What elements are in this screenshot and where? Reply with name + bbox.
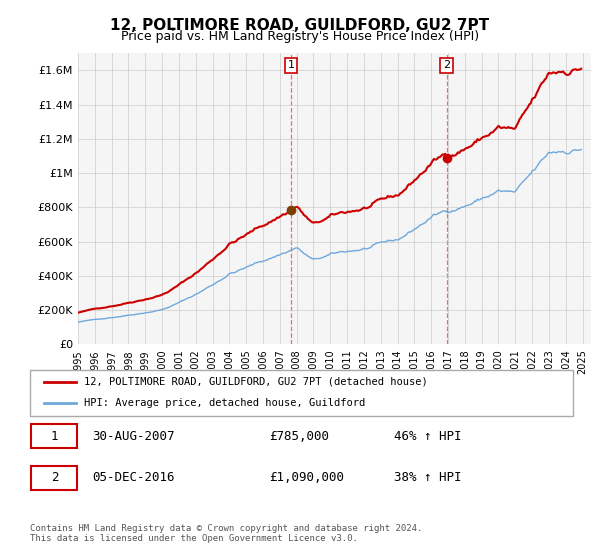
FancyBboxPatch shape xyxy=(31,466,77,490)
Text: 05-DEC-2016: 05-DEC-2016 xyxy=(92,472,175,484)
Text: 30-AUG-2007: 30-AUG-2007 xyxy=(92,430,175,443)
Text: 1: 1 xyxy=(287,60,295,71)
Text: 12, POLTIMORE ROAD, GUILDFORD, GU2 7PT: 12, POLTIMORE ROAD, GUILDFORD, GU2 7PT xyxy=(110,18,490,33)
Text: 1: 1 xyxy=(50,430,58,443)
FancyBboxPatch shape xyxy=(31,424,77,449)
Text: £785,000: £785,000 xyxy=(269,430,329,443)
FancyBboxPatch shape xyxy=(30,370,573,416)
Text: Price paid vs. HM Land Registry's House Price Index (HPI): Price paid vs. HM Land Registry's House … xyxy=(121,30,479,43)
Text: 38% ↑ HPI: 38% ↑ HPI xyxy=(394,472,461,484)
Text: Contains HM Land Registry data © Crown copyright and database right 2024.
This d: Contains HM Land Registry data © Crown c… xyxy=(30,524,422,543)
Text: 2: 2 xyxy=(443,60,450,71)
Text: 12, POLTIMORE ROAD, GUILDFORD, GU2 7PT (detached house): 12, POLTIMORE ROAD, GUILDFORD, GU2 7PT (… xyxy=(85,377,428,387)
Text: 46% ↑ HPI: 46% ↑ HPI xyxy=(394,430,461,443)
Text: £1,090,000: £1,090,000 xyxy=(269,472,344,484)
Text: HPI: Average price, detached house, Guildford: HPI: Average price, detached house, Guil… xyxy=(85,398,365,408)
Text: 2: 2 xyxy=(50,472,58,484)
